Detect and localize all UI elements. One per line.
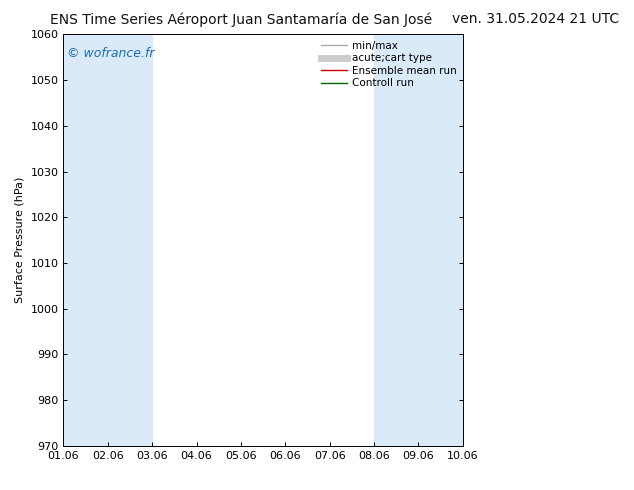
Y-axis label: Surface Pressure (hPa): Surface Pressure (hPa) xyxy=(15,177,25,303)
Text: © wofrance.fr: © wofrance.fr xyxy=(67,47,155,60)
Text: ven. 31.05.2024 21 UTC: ven. 31.05.2024 21 UTC xyxy=(452,12,619,26)
Legend: min/max, acute;cart type, Ensemble mean run, Controll run: min/max, acute;cart type, Ensemble mean … xyxy=(316,36,461,93)
Bar xyxy=(63,34,152,446)
Text: ENS Time Series Aéroport Juan Santamaría de San José: ENS Time Series Aéroport Juan Santamaría… xyxy=(50,12,432,27)
Bar xyxy=(374,34,463,446)
